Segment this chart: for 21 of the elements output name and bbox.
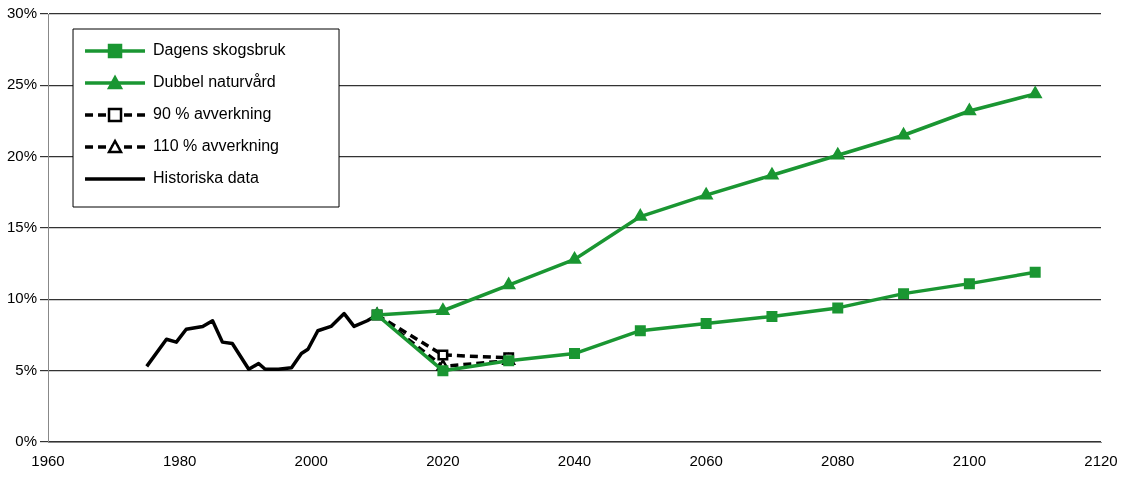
y-tick-label: 30% <box>6 4 38 22</box>
x-tick-label: 1980 <box>162 452 197 470</box>
x-tick-label: 2120 <box>1084 452 1118 470</box>
x-tick-label: 1960 <box>31 452 65 470</box>
x-tick-label: 2020 <box>426 452 460 470</box>
x-tick-label: 2000 <box>294 452 328 470</box>
legend-label: Dagens skogsbruk <box>153 41 287 59</box>
x-tick-label: 2060 <box>689 452 723 470</box>
legend-label: Dubbel naturvård <box>153 73 276 91</box>
y-tick-label: 5% <box>15 360 38 378</box>
x-tick-label: 2080 <box>821 452 855 470</box>
y-tick-label: 0% <box>15 432 38 450</box>
y-tick-label: 25% <box>6 75 38 93</box>
x-tick-label: 2040 <box>557 452 592 470</box>
legend-label: Historiska data <box>153 169 259 187</box>
y-tick-label: 10% <box>6 289 38 307</box>
y-tick-label: 15% <box>6 218 38 236</box>
y-tick-label: 20% <box>6 146 38 164</box>
legend-label: 110 % avverkning <box>153 137 280 155</box>
legend-label: 90 % avverkning <box>153 105 272 123</box>
x-tick-label: 2100 <box>952 452 987 470</box>
